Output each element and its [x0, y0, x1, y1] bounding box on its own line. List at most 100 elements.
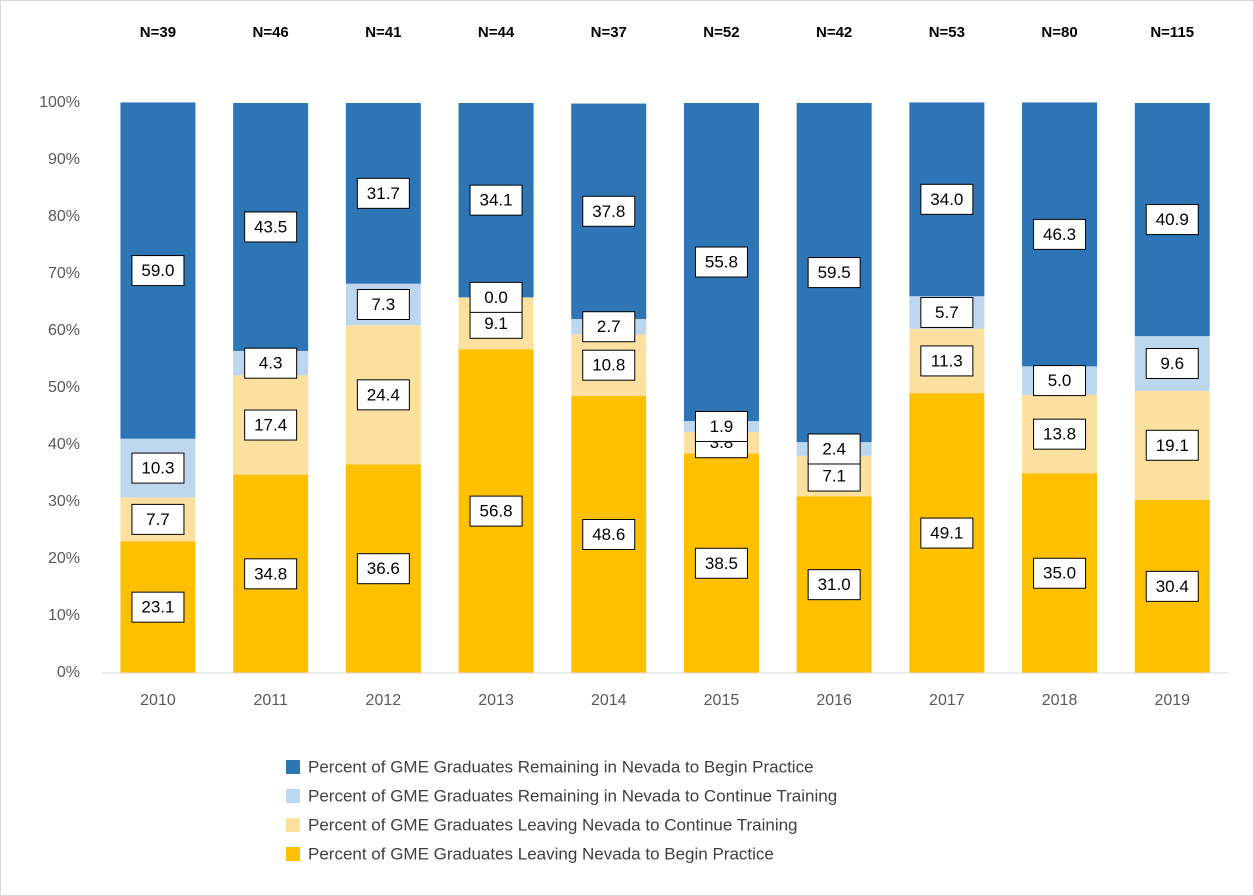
- n-label: N=44: [478, 24, 515, 41]
- data-label: 55.8: [705, 253, 738, 272]
- data-label: 34.0: [930, 190, 963, 209]
- data-label-box: [694, 410, 748, 442]
- data-label-box: [807, 433, 861, 465]
- n-label: N=37: [591, 24, 627, 41]
- data-label-box: [356, 553, 410, 585]
- y-tick-label: 0%: [57, 664, 80, 681]
- data-label: 9.1: [484, 314, 508, 333]
- data-label: 36.6: [367, 559, 400, 578]
- legend-label: Percent of GME Graduates Leaving Nevada …: [308, 815, 798, 834]
- n-label: N=53: [929, 24, 965, 41]
- data-label: 49.1: [930, 524, 963, 543]
- data-label-box: [244, 409, 298, 441]
- data-label-box: [244, 347, 298, 379]
- x-tick-label: 2017: [929, 692, 965, 709]
- data-label-box: [920, 517, 974, 549]
- data-label: 7.7: [146, 510, 170, 529]
- legend-label: Percent of GME Graduates Remaining in Ne…: [308, 757, 814, 776]
- data-label: 24.4: [367, 385, 400, 404]
- data-label: 4.3: [259, 354, 283, 373]
- data-label-box: [1033, 557, 1087, 589]
- n-label: N=46: [253, 24, 289, 41]
- legend-swatch: [286, 847, 300, 861]
- data-label: 31.0: [818, 575, 851, 594]
- data-label-box: [356, 177, 410, 209]
- legend-swatch: [286, 818, 300, 832]
- y-tick-label: 50%: [48, 379, 80, 396]
- x-tick-label: 2019: [1154, 692, 1190, 709]
- data-label: 23.1: [141, 598, 174, 617]
- data-label: 38.5: [705, 554, 738, 573]
- n-label: N=115: [1150, 24, 1194, 41]
- legend-label: Percent of GME Graduates Leaving Nevada …: [308, 844, 774, 863]
- data-label-box: [131, 591, 185, 623]
- y-tick-label: 20%: [48, 550, 80, 567]
- y-tick-label: 100%: [39, 94, 80, 111]
- legend-swatch: [286, 760, 300, 774]
- data-label-box: [807, 257, 861, 289]
- data-label-box: [920, 183, 974, 215]
- n-label: N=39: [140, 24, 176, 41]
- data-label-box: [807, 460, 861, 492]
- y-tick-label: 30%: [48, 493, 80, 510]
- data-label-box: [1145, 429, 1199, 461]
- data-label-box: [694, 246, 748, 278]
- data-label: 13.8: [1043, 425, 1076, 444]
- data-label-box: [1145, 570, 1199, 602]
- data-label-box: [469, 495, 523, 527]
- data-label-box: [244, 211, 298, 243]
- data-label: 48.6: [592, 525, 625, 544]
- x-tick-label: 2013: [478, 692, 514, 709]
- data-label-box: [356, 379, 410, 411]
- data-label-box: [1033, 218, 1087, 250]
- data-label-box: [807, 569, 861, 601]
- x-tick-label: 2015: [704, 692, 740, 709]
- data-label-box: [1145, 204, 1199, 236]
- data-label: 5.0: [1048, 371, 1072, 390]
- data-label-box: [1033, 418, 1087, 450]
- x-tick-label: 2018: [1042, 692, 1078, 709]
- data-label: 35.0: [1043, 564, 1076, 583]
- y-tick-label: 10%: [48, 607, 80, 624]
- data-label-box: [920, 345, 974, 377]
- data-label: 9.6: [1160, 354, 1184, 373]
- data-label: 2.7: [597, 317, 621, 336]
- data-label-box: [469, 307, 523, 339]
- y-tick-label: 60%: [48, 322, 80, 339]
- data-label-box: [582, 195, 636, 227]
- data-label: 7.3: [372, 295, 396, 314]
- legend-swatch: [286, 789, 300, 803]
- x-tick-label: 2010: [140, 692, 176, 709]
- data-label: 37.8: [592, 202, 625, 221]
- data-label: 17.4: [254, 416, 287, 435]
- n-label: N=52: [703, 24, 739, 41]
- n-label: N=41: [365, 24, 401, 41]
- data-label-box: [694, 547, 748, 579]
- data-label-box: [469, 281, 523, 313]
- data-label: 0.0: [484, 288, 508, 307]
- y-tick-label: 90%: [48, 151, 80, 168]
- data-label: 10.8: [592, 356, 625, 375]
- data-label: 34.8: [254, 564, 287, 583]
- x-tick-label: 2012: [366, 692, 402, 709]
- y-tick-label: 70%: [48, 265, 80, 282]
- data-label: 40.9: [1156, 210, 1189, 229]
- n-label: N=80: [1041, 24, 1077, 41]
- data-label-box: [582, 518, 636, 550]
- data-label-box: [131, 255, 185, 287]
- data-label: 5.7: [935, 303, 959, 322]
- data-label: 59.5: [818, 263, 851, 282]
- data-label-box: [1033, 365, 1087, 397]
- legend-label: Percent of GME Graduates Remaining in Ne…: [308, 786, 837, 805]
- x-tick-label: 2011: [253, 692, 288, 709]
- data-label-box: [582, 349, 636, 381]
- data-label: 2.4: [822, 439, 846, 458]
- x-tick-label: 2014: [591, 692, 627, 709]
- data-label-box: [244, 558, 298, 590]
- data-label: 30.4: [1156, 577, 1189, 596]
- data-label: 11.3: [931, 351, 963, 370]
- data-label-box: [1145, 347, 1199, 379]
- data-label: 7.1: [822, 467, 846, 486]
- y-tick-label: 40%: [48, 436, 80, 453]
